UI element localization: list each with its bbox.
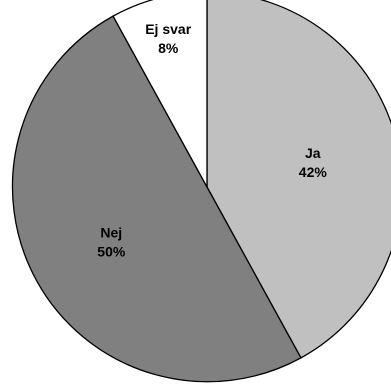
slice-category-label: Ej svar	[145, 21, 191, 37]
slice-value-label: 8%	[158, 40, 179, 56]
pie-slices	[11, 0, 391, 383]
slice-value-label: 50%	[97, 244, 126, 260]
pie-slice-ja	[206, 0, 391, 359]
slice-value-label: 42%	[299, 164, 328, 180]
pie-slice-nej	[11, 15, 302, 383]
pie-labels: Ja 42% Nej 50% Ej svar 8%	[97, 21, 327, 260]
pie-slice-ej-svar	[112, 0, 208, 188]
slice-category-label: Nej	[100, 225, 122, 241]
slice-category-label: Ja	[305, 145, 321, 161]
